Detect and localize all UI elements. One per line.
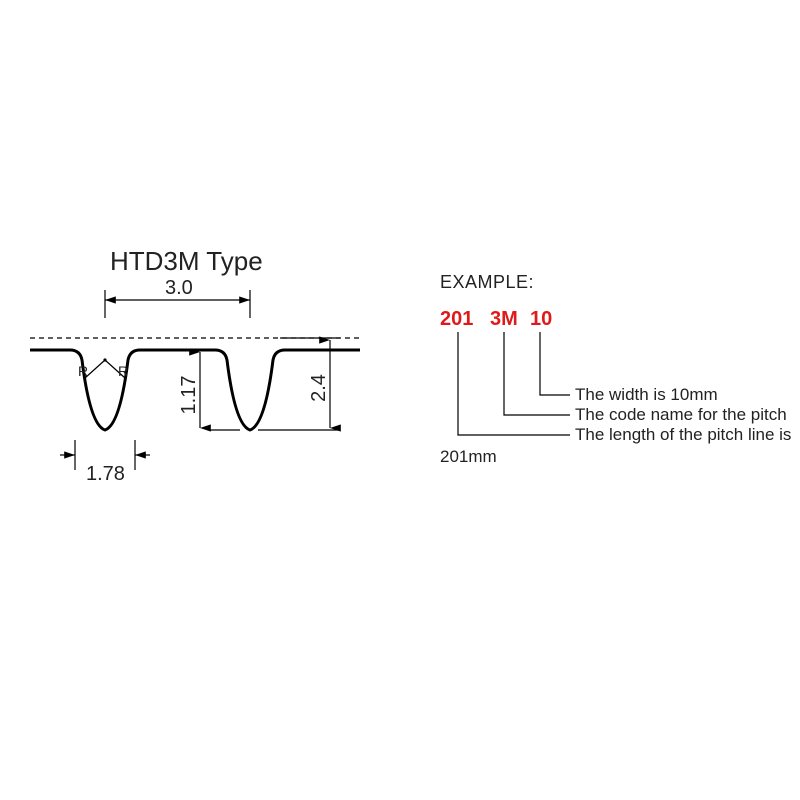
- example-code-0: 201: [440, 308, 473, 330]
- overall-height-value: 2.4: [308, 374, 330, 402]
- tooth-width-value: 1.78: [86, 463, 125, 485]
- example-code-1: 3M: [490, 308, 518, 330]
- pitch-value: 3.0: [165, 277, 193, 299]
- radius-center-dot: [103, 358, 106, 361]
- example-desc-1: The code name for the pitch: [575, 405, 787, 424]
- bracket-line: [504, 332, 570, 415]
- bracket-line: [540, 332, 570, 395]
- radius-label-left: R: [78, 363, 88, 379]
- example-code-2: 10: [530, 308, 552, 330]
- bracket-line: [458, 332, 570, 435]
- radius-label-right: R: [118, 363, 128, 379]
- diagram-title: HTD3M Type: [110, 246, 263, 276]
- example-desc-3: 201mm: [440, 447, 497, 466]
- example-desc-0: The width is 10mm: [575, 385, 718, 404]
- example-desc-2: The length of the pitch line is: [575, 425, 791, 444]
- example-heading: EXAMPLE:: [440, 272, 534, 292]
- tooth-depth-value: 1.17: [178, 376, 200, 415]
